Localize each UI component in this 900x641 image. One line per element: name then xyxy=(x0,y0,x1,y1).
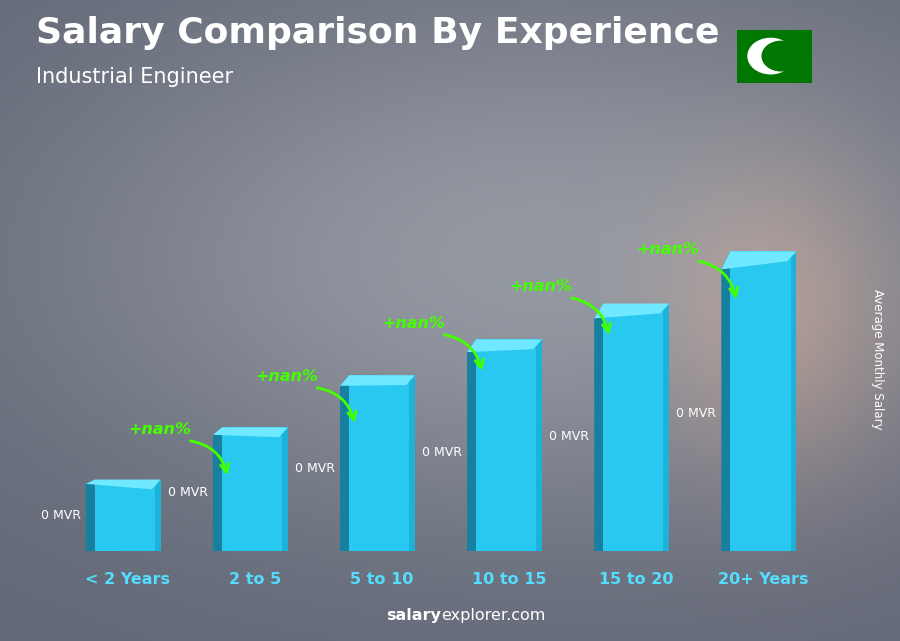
Bar xyxy=(737,29,813,83)
Text: 0 MVR: 0 MVR xyxy=(40,509,81,522)
Text: Average Monthly Salary: Average Monthly Salary xyxy=(871,288,884,429)
Polygon shape xyxy=(213,428,288,437)
Text: 5 to 10: 5 to 10 xyxy=(350,572,414,587)
Bar xyxy=(476,339,542,551)
Polygon shape xyxy=(213,428,221,551)
Text: 0 MVR: 0 MVR xyxy=(295,462,335,475)
Text: explorer.com: explorer.com xyxy=(441,608,545,623)
Text: 0 MVR: 0 MVR xyxy=(549,430,590,443)
Circle shape xyxy=(748,38,794,74)
Bar xyxy=(730,251,796,551)
Text: 2 to 5: 2 to 5 xyxy=(229,572,281,587)
Text: 0 MVR: 0 MVR xyxy=(676,406,716,420)
Bar xyxy=(663,304,670,551)
Polygon shape xyxy=(467,339,476,551)
Text: 0 MVR: 0 MVR xyxy=(167,486,208,499)
Polygon shape xyxy=(594,304,603,551)
Polygon shape xyxy=(86,479,94,551)
Text: +nan%: +nan% xyxy=(636,242,699,257)
Text: < 2 Years: < 2 Years xyxy=(86,572,170,587)
Bar xyxy=(94,479,161,551)
Text: +nan%: +nan% xyxy=(382,316,446,331)
Text: 15 to 20: 15 to 20 xyxy=(598,572,673,587)
Bar xyxy=(283,428,288,551)
Bar xyxy=(603,304,670,551)
Polygon shape xyxy=(721,251,730,551)
Text: Industrial Engineer: Industrial Engineer xyxy=(36,67,233,87)
Text: +nan%: +nan% xyxy=(128,422,191,437)
Bar xyxy=(536,339,542,551)
Bar xyxy=(410,375,415,551)
Polygon shape xyxy=(340,375,415,386)
Text: Salary Comparison By Experience: Salary Comparison By Experience xyxy=(36,16,719,50)
Text: 20+ Years: 20+ Years xyxy=(718,572,808,587)
Text: +nan%: +nan% xyxy=(256,369,318,384)
Bar xyxy=(221,428,288,551)
Text: salary: salary xyxy=(386,608,441,623)
Bar xyxy=(790,251,796,551)
Bar xyxy=(349,375,415,551)
Text: 0 MVR: 0 MVR xyxy=(422,446,462,459)
Polygon shape xyxy=(340,375,349,551)
Circle shape xyxy=(762,41,800,71)
Text: +nan%: +nan% xyxy=(509,279,572,294)
Polygon shape xyxy=(721,251,796,269)
Bar xyxy=(155,479,161,551)
Polygon shape xyxy=(594,304,670,319)
Text: 10 to 15: 10 to 15 xyxy=(472,572,546,587)
Polygon shape xyxy=(86,479,161,489)
Polygon shape xyxy=(467,339,542,352)
